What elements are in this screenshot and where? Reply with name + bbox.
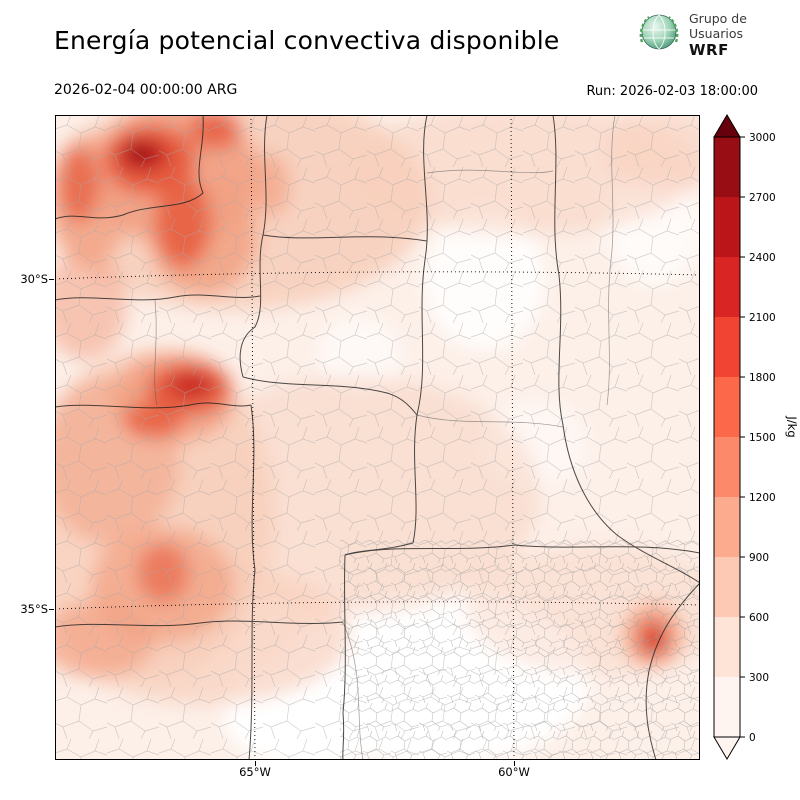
lat-tick-30s xyxy=(49,279,54,280)
colorbar: 3000 2700 2400 2100 1800 1500 1200 900 6… xyxy=(702,113,799,769)
lon-tick-60w xyxy=(514,761,515,766)
colorbar-tick-marks xyxy=(740,136,745,738)
lat-tick-label-35s: 35°S xyxy=(20,602,48,616)
colorbar-tick-label: 0 xyxy=(749,732,756,744)
colorbar-unit-label: J/kg xyxy=(785,415,798,437)
logo-text: Grupo de Usuarios WRF xyxy=(689,11,747,60)
colorbar-tick-label: 2100 xyxy=(749,312,776,324)
province-boundaries xyxy=(54,114,701,761)
colorbar-over-arrow xyxy=(713,114,741,138)
valid-time-label: 2026-02-04 00:00:00 ARG xyxy=(54,82,238,98)
logo-line-2: Usuarios xyxy=(689,25,744,41)
lon-tick-label-60w: 60°W xyxy=(498,765,530,779)
map-canvas xyxy=(54,114,701,761)
colorbar-tick-labels: 3000 2700 2400 2100 1800 1500 1200 900 6… xyxy=(749,132,776,744)
colorbar-under-arrow xyxy=(713,736,741,760)
lon-tick-label-65w: 65°W xyxy=(239,765,271,779)
map-border xyxy=(55,115,700,760)
colorbar-tick-label: 1500 xyxy=(749,432,776,444)
logo-line-1: Grupo de xyxy=(689,10,747,26)
globe-icon xyxy=(636,10,682,60)
logo-line-3: WRF xyxy=(689,41,729,60)
lon-tick-65w xyxy=(255,761,256,766)
run-time-label: Run: 2026-02-03 18:00:00 xyxy=(586,84,758,99)
colorbar-tick-label: 900 xyxy=(749,552,769,564)
secondary-boundaries xyxy=(154,114,616,761)
lat-tick-35s xyxy=(49,609,54,610)
department-boundaries-dense-mesh xyxy=(340,540,700,760)
colorbar-tick-label: 1200 xyxy=(749,492,776,504)
colorbar-tick-label: 1800 xyxy=(749,372,776,384)
colorbar-tick-label: 2700 xyxy=(749,192,776,204)
colorbar-tick-label: 300 xyxy=(749,672,769,684)
colorbar-tick-label: 3000 xyxy=(749,132,776,144)
colorbar-tick-label: 600 xyxy=(749,612,769,624)
page-title: Energía potencial convectiva disponible xyxy=(54,26,560,55)
colorbar-tick-label: 2400 xyxy=(749,252,776,264)
wrf-users-group-logo: Grupo de Usuarios WRF xyxy=(636,10,747,60)
lat-tick-label-30s: 30°S xyxy=(20,272,48,286)
